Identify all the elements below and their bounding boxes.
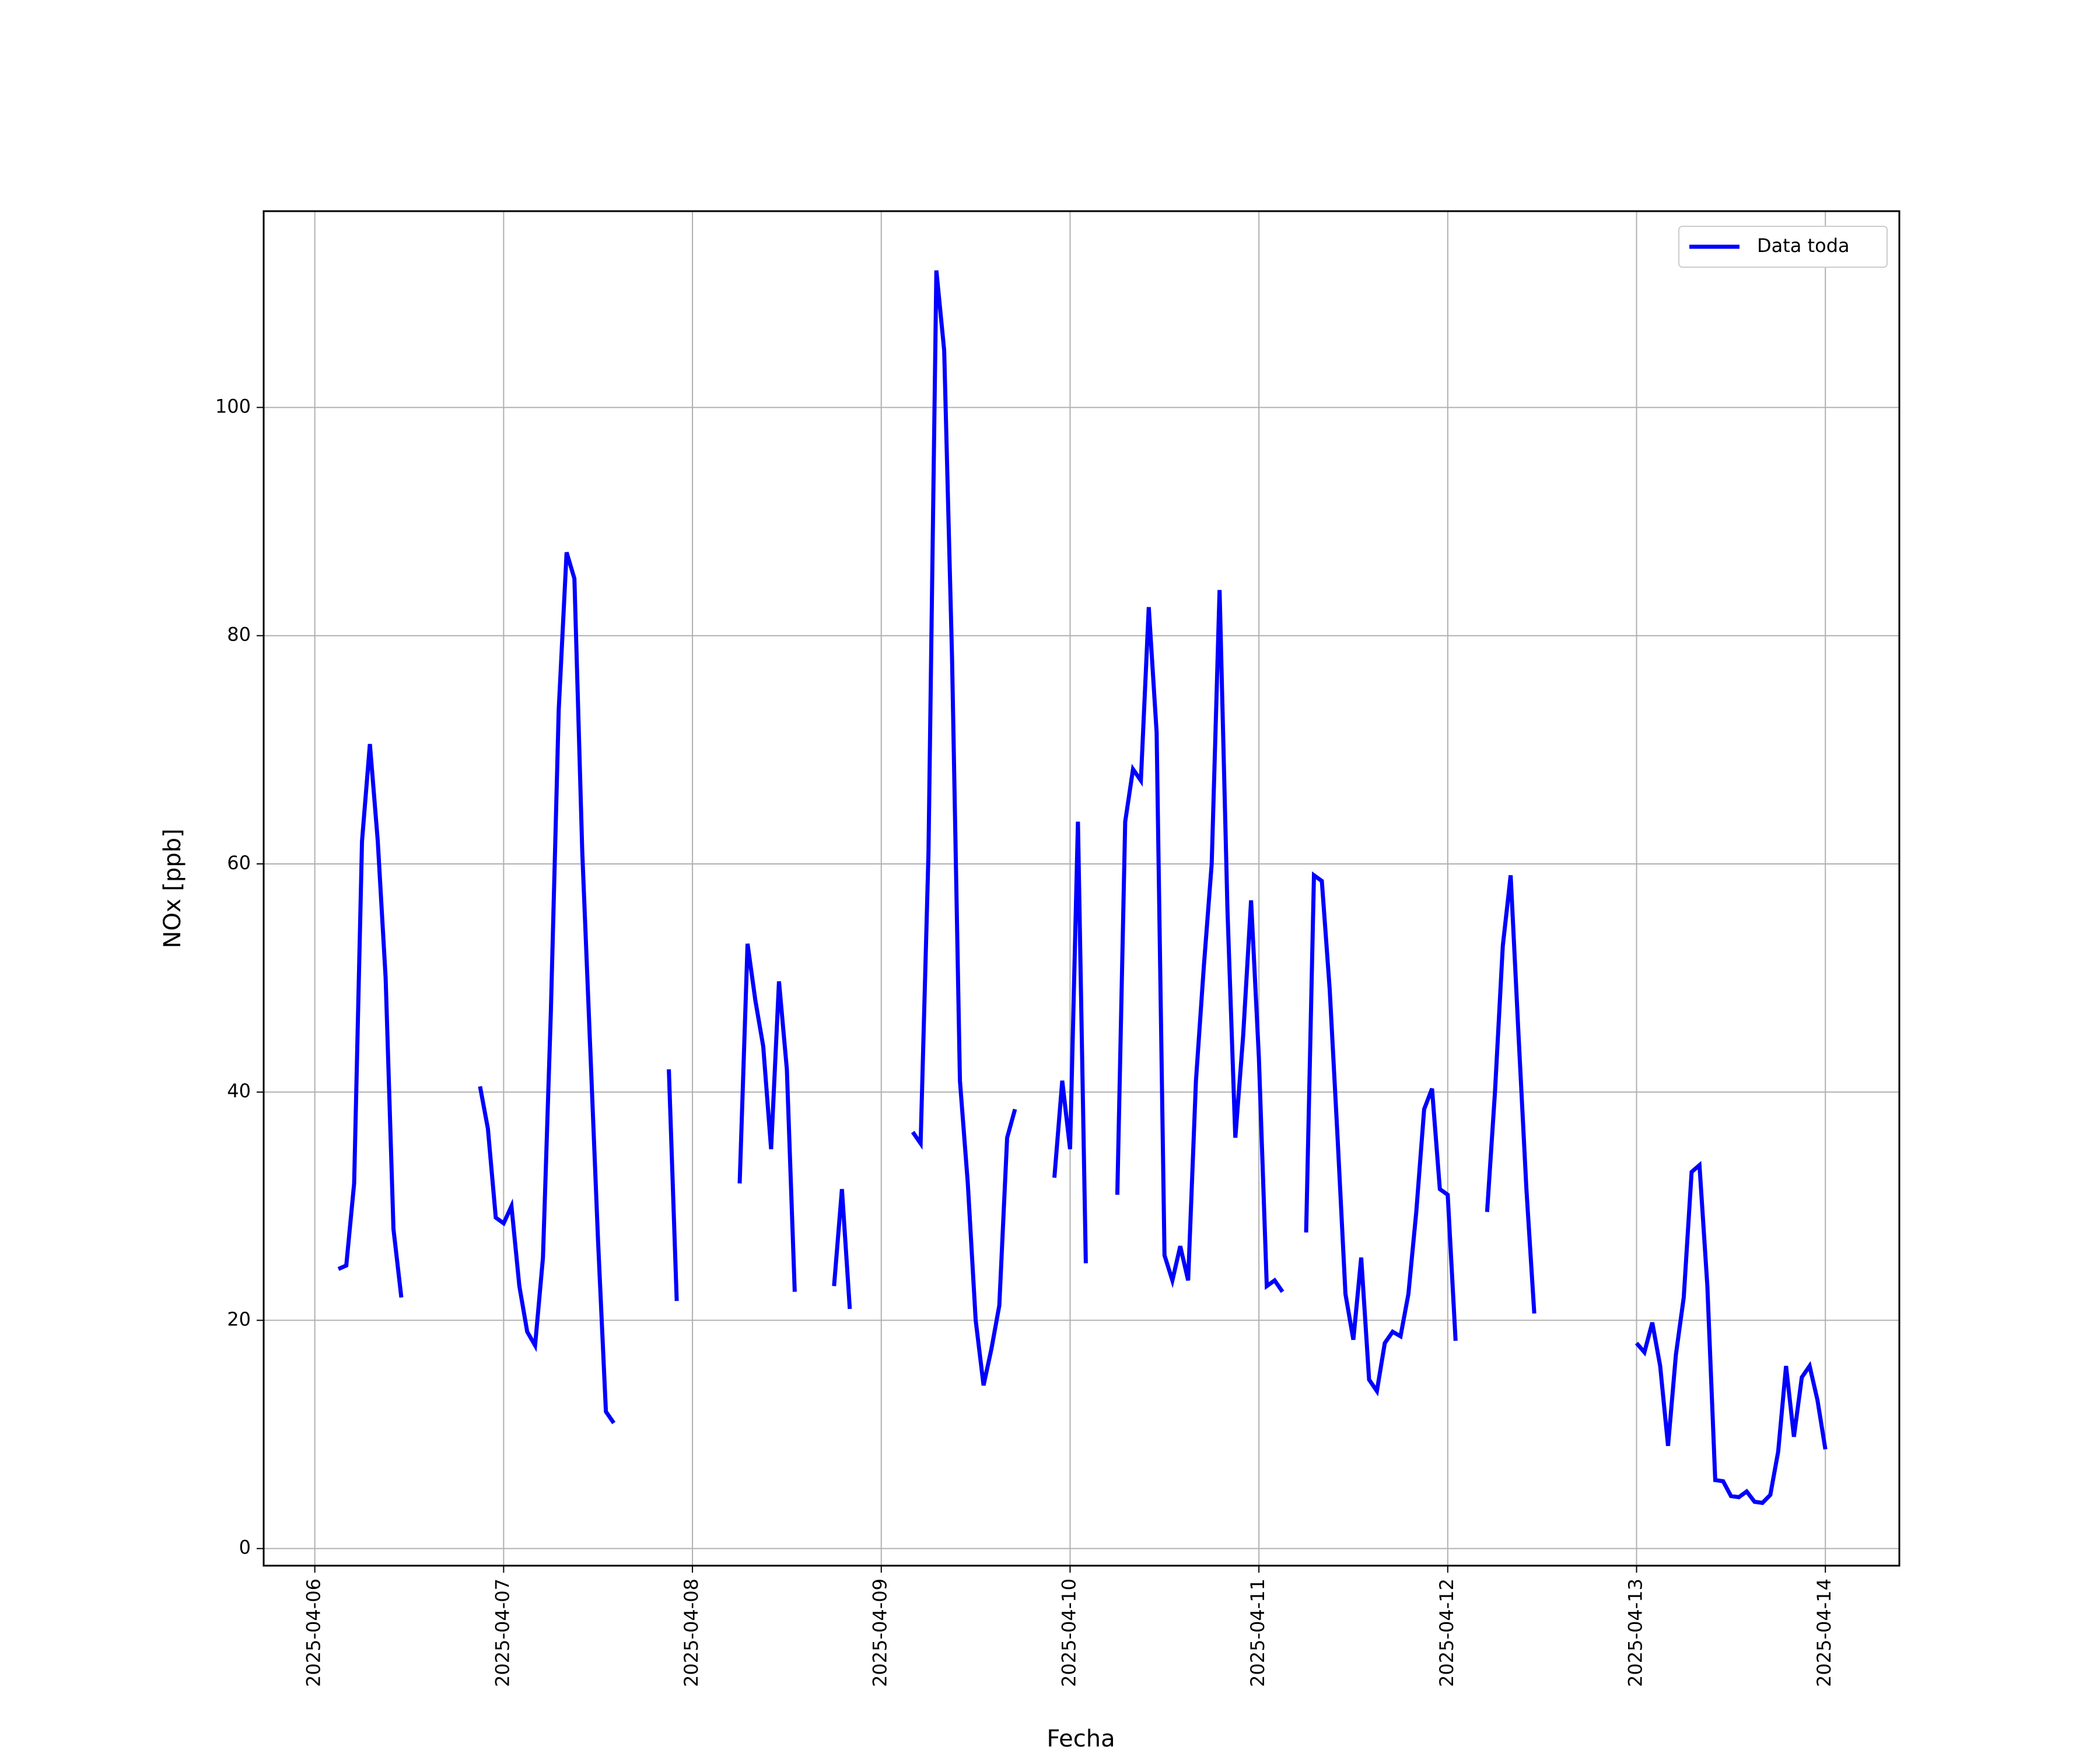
y-tick-label: 20 [227,1308,251,1330]
legend-box [1678,226,1888,268]
x-tick-label: 2025-04-13 [1625,1578,1647,1687]
legend-label: Data toda [1757,235,1850,257]
x-tick-label: 2025-04-11 [1247,1578,1269,1687]
y-tick-label: 40 [227,1080,251,1102]
x-tick-label: 2025-04-12 [1436,1578,1458,1687]
y-tick-label: 80 [227,624,251,646]
plot-frame [262,210,1901,1567]
x-axis-label: Fecha [1046,1726,1115,1750]
y-tick-label: 60 [227,852,251,874]
data-line [337,270,1828,1506]
x-tick-label: 2025-04-08 [680,1578,702,1687]
x-tick-label: 2025-04-06 [303,1578,325,1687]
y-axis-label: NOx [ppb] [159,828,186,948]
x-tick-label: 2025-04-10 [1058,1578,1080,1687]
x-tick-label: 2025-04-09 [869,1578,891,1687]
y-tick-label: 100 [215,395,251,417]
x-tick-label: 2025-04-07 [491,1578,513,1687]
x-tick-label: 2025-04-14 [1813,1578,1835,1687]
y-tick-label: 0 [239,1536,251,1559]
